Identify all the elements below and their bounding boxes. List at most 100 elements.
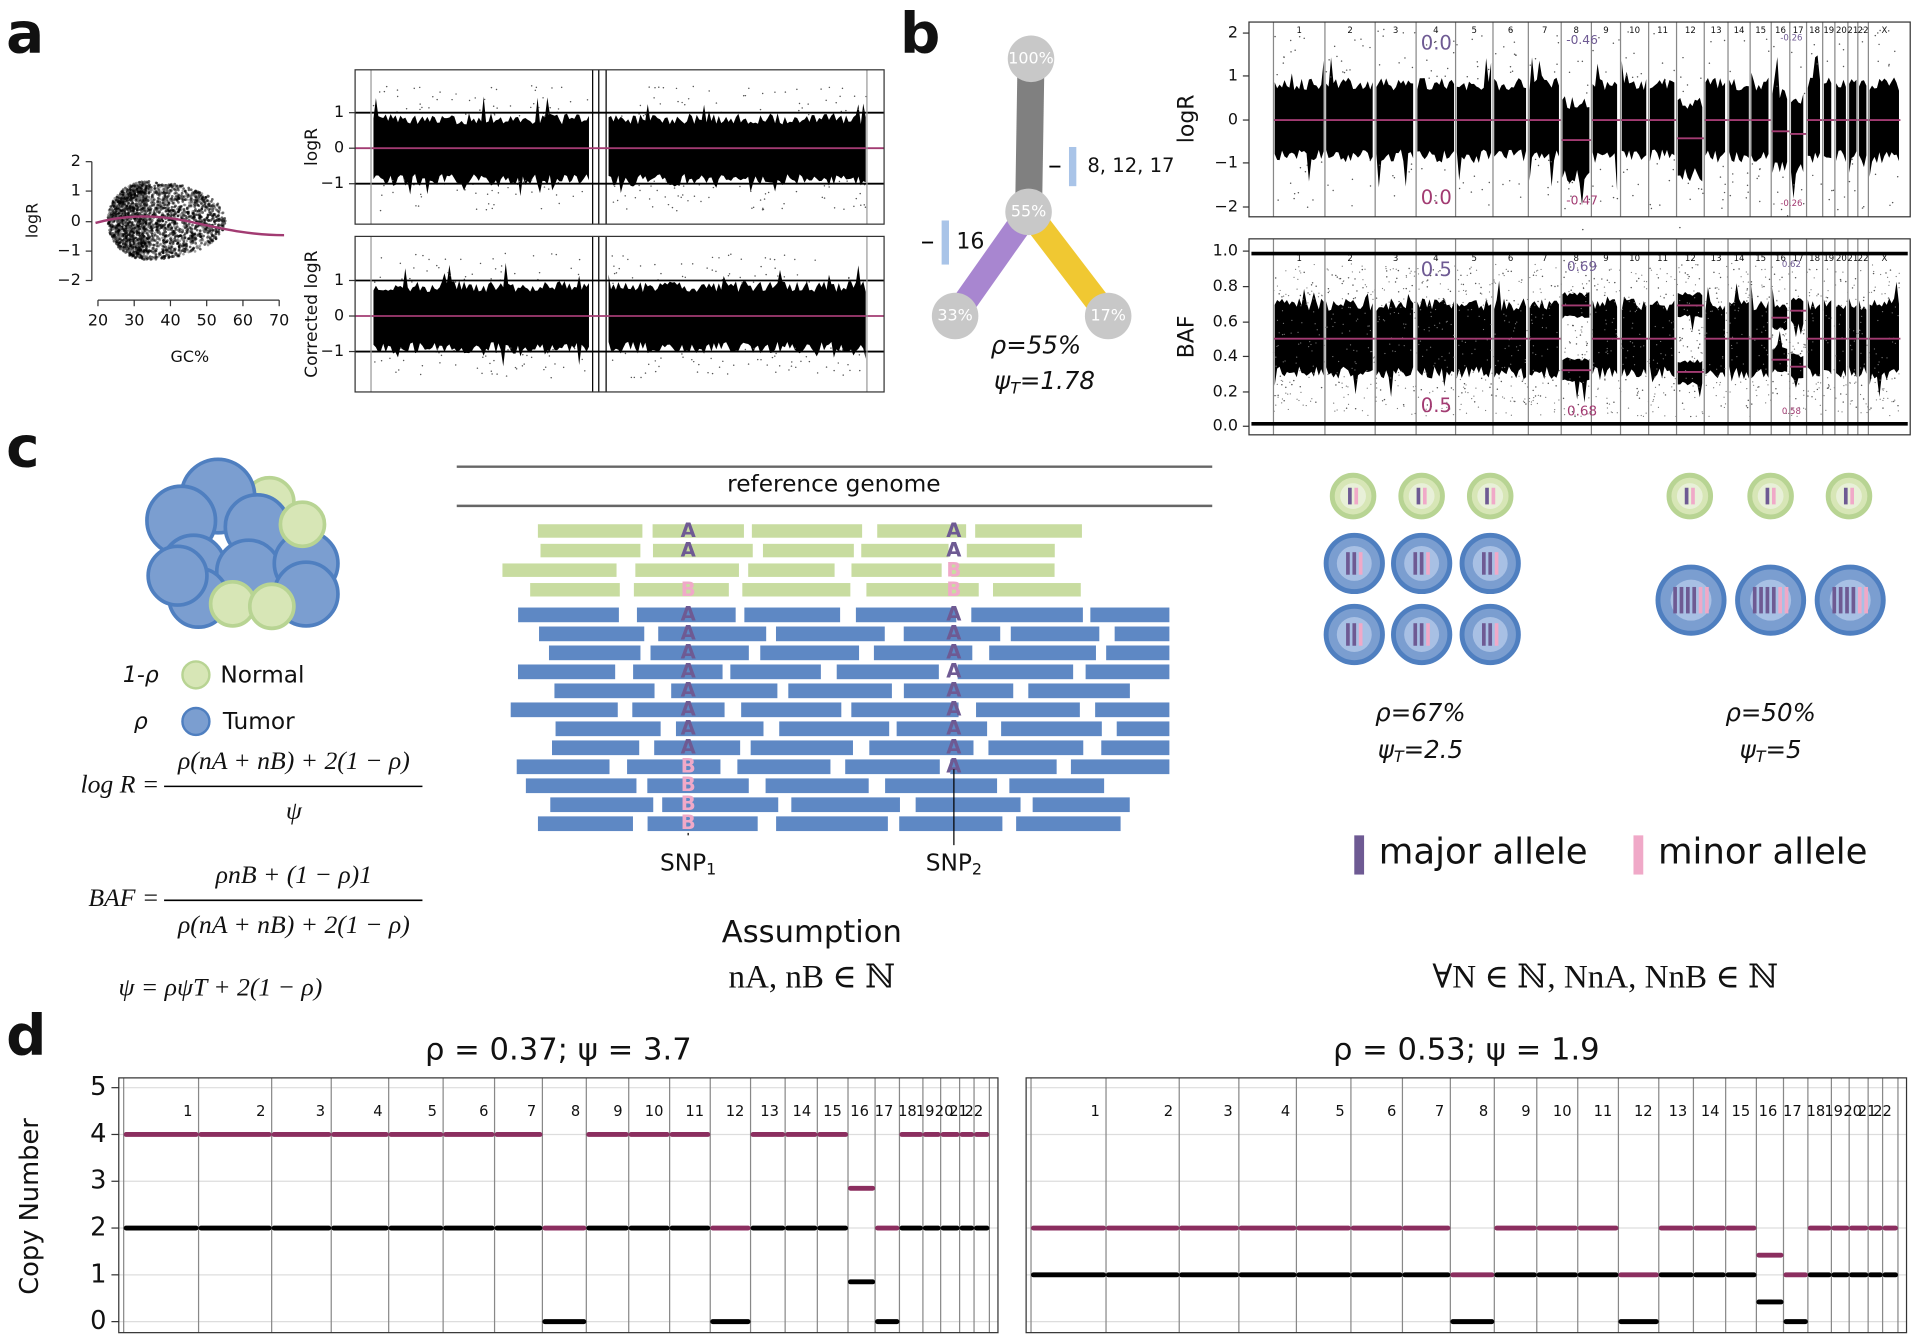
scatter-point [124,251,128,254]
scatter-point [1694,284,1697,286]
scatter-point [1464,387,1466,390]
scatter-point [740,258,743,260]
scatter-point [681,101,683,104]
scatter-point [1438,298,1440,300]
scatter-point [129,224,133,228]
scatter-point [1559,296,1561,298]
scatter-point [1484,409,1487,412]
scatter-point [1633,345,1635,347]
scatter-point [1656,344,1658,346]
scatter-point [215,219,219,222]
scatter-point [615,272,618,274]
scatter-point [1718,288,1720,290]
scatter-point [630,376,633,379]
scatter-point [144,221,148,225]
scatter-point [1730,287,1733,289]
scatter-point [1315,285,1317,287]
scatter-point [1761,269,1763,271]
scatter-point [1494,364,1497,367]
scatter-point [1882,399,1884,402]
scatter-point [454,281,457,283]
scatter-point [1509,71,1512,74]
scatter-point [1282,361,1284,363]
read [855,607,957,623]
scatter-point [1670,322,1673,324]
scatter-point [119,226,123,230]
read [633,664,723,680]
scatter-point [1888,63,1890,66]
scatter-point [124,243,128,247]
scatter-point [1816,374,1818,377]
scatter-point [1480,286,1482,289]
scatter-point [1524,398,1526,400]
scatter-point [510,347,512,349]
scatter-point [1719,276,1722,279]
scatter-point [1710,41,1712,43]
scatter-point [771,356,774,359]
scatter-point [210,232,213,236]
scatter-point [1875,353,1877,355]
scatter-point [1592,366,1594,368]
scatter-point [667,203,670,206]
scatter-point [1783,353,1785,355]
scatter-point [1373,361,1375,363]
scatter-point [1827,342,1829,344]
scatter-point [1854,190,1856,192]
scatter-point [194,236,197,240]
scatter-point [210,198,214,201]
scatter-point [153,233,157,237]
scatter-point [1506,299,1508,302]
scatter-point [1842,271,1844,273]
scatter-point [1436,327,1438,329]
scatter-point [1345,385,1348,387]
scatter-point [1564,351,1566,353]
scatter-cloud [1376,78,1414,188]
scatter-point [436,348,439,350]
scatter-point [130,229,133,233]
scatter-point [1332,189,1334,192]
scatter-point [1841,411,1843,413]
scatter-point [1839,360,1841,362]
read [760,645,860,661]
scatter-point [1515,346,1518,348]
scatter-point [1275,404,1277,406]
scatter-point [1535,386,1537,388]
scatter-point [1594,285,1596,287]
annotation: 0.5 [1421,258,1452,281]
scatter-point [1341,298,1343,300]
scatter-point [1348,306,1350,308]
snp-label: SNP2 [926,849,982,878]
chrom-label: X [1881,254,1887,264]
scatter-point [1530,401,1533,403]
scatter-point [515,193,517,195]
scatter-point [1726,265,1728,268]
scatter-point [187,223,190,227]
scatter-point [1679,271,1681,273]
scatter-point [654,370,657,373]
scatter-point [194,213,198,216]
scatter-point [1508,321,1510,323]
scatter-point [1678,351,1681,354]
scatter-point [1413,32,1416,34]
subscript: T [1010,378,1021,397]
scatter-point [1341,332,1343,334]
scatter-point [490,86,493,89]
scatter-point [1659,268,1661,270]
scatter-point [170,211,173,215]
scatter-point [1362,287,1364,289]
scatter-point [1771,285,1773,288]
scatter-point [1277,344,1279,347]
scatter-point [741,282,743,284]
scatter-point [210,208,214,212]
scatter-point [1595,395,1597,398]
scatter-point [1765,311,1767,313]
scatter-point [374,281,376,283]
scatter-point [1746,172,1749,174]
scatter-point [691,358,693,361]
scatter-point [1826,296,1829,299]
scatter-point [845,109,847,112]
scatter-point [181,200,185,203]
scatter-point [611,359,614,361]
scatter-point [137,188,141,191]
scatter-point [1508,345,1510,347]
